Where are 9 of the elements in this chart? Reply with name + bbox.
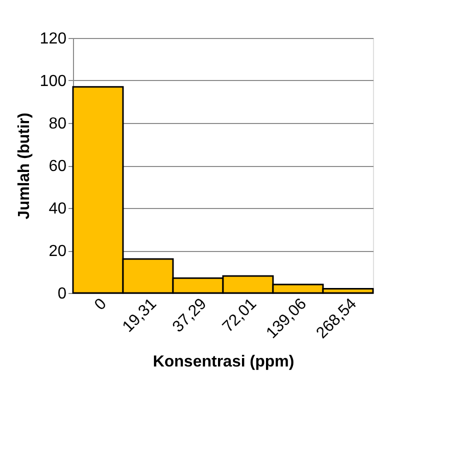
x-tick-label: 0 bbox=[92, 295, 110, 314]
y-tick-label: 40 bbox=[48, 200, 67, 218]
y-tick-label: 60 bbox=[48, 158, 67, 175]
y-tick-label: 20 bbox=[48, 243, 67, 260]
y-axis-title: Jumlah (butir) bbox=[16, 112, 33, 220]
y-tick-label: 100 bbox=[40, 73, 67, 90]
x-axis-title: Konsentrasi (ppm) bbox=[152, 353, 294, 370]
y-tick-label: 80 bbox=[48, 116, 67, 132]
y-tick-label: 120 bbox=[40, 30, 67, 48]
